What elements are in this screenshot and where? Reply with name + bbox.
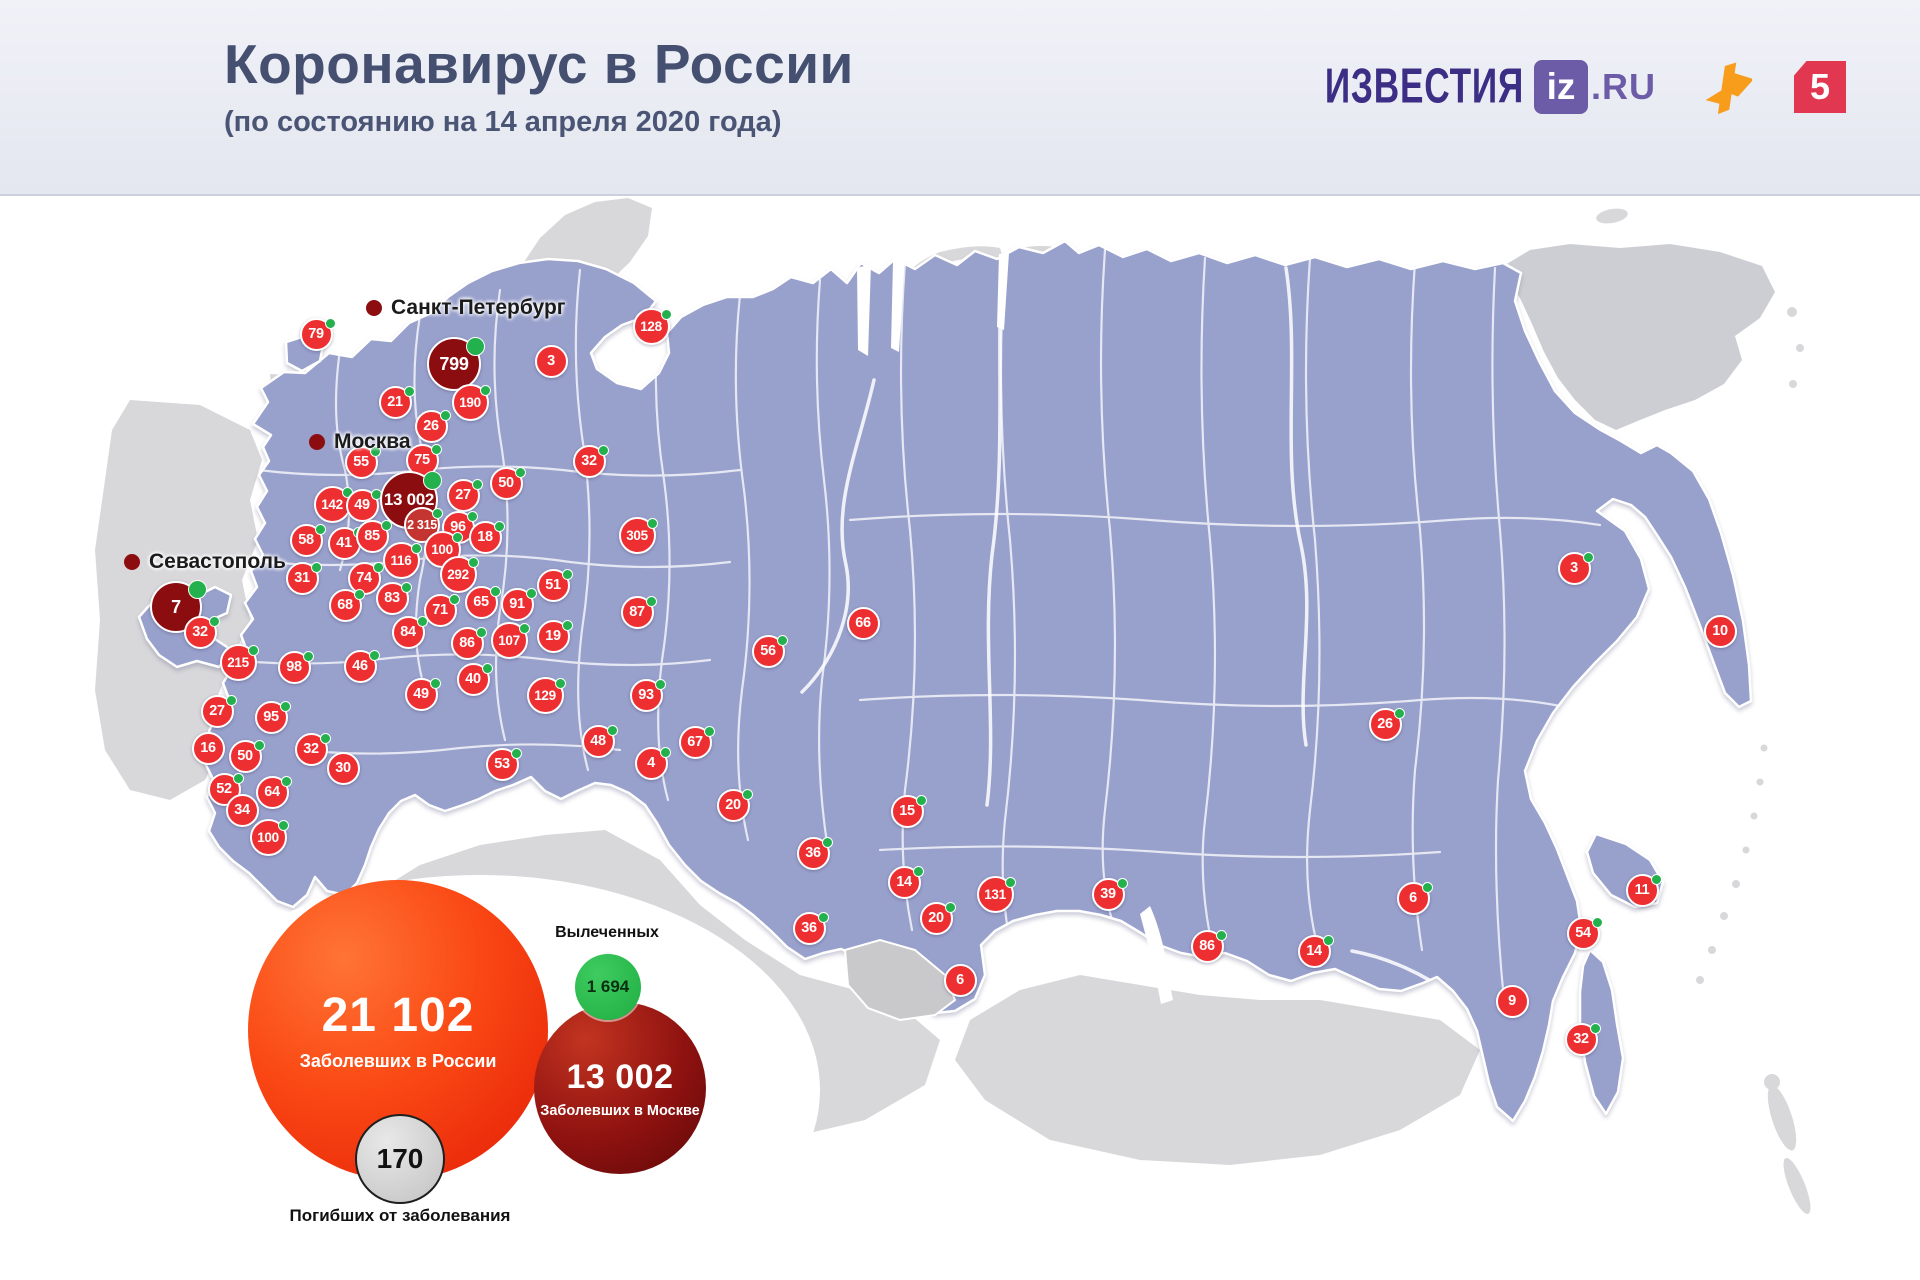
- rivers: [800, 260, 1454, 997]
- logos: ИЗВЕСТИЯ iz .RU 5: [1275, 52, 1846, 122]
- altai-region: [843, 938, 957, 1022]
- region-borders: [228, 248, 1602, 1002]
- water-features: [857, 253, 1173, 1004]
- ren-tv-logo-icon: [1705, 62, 1752, 115]
- iz-box-logo: iz: [1534, 60, 1588, 114]
- izru-logo: iz .RU: [1534, 60, 1656, 114]
- page-title: Коронавирус в России: [224, 33, 854, 95]
- page-subtitle: (по состоянию на 14 апреля 2020 года): [224, 106, 782, 138]
- iz-ru-text: .RU: [1591, 66, 1656, 107]
- title-block: Коронавирус в России (по состоянию на 14…: [224, 32, 854, 139]
- channel5-logo: 5: [1794, 61, 1846, 113]
- header: Коронавирус в России (по состоянию на 14…: [0, 0, 1920, 196]
- izvestia-logo: ИЗВЕСТИЯ: [1324, 59, 1524, 114]
